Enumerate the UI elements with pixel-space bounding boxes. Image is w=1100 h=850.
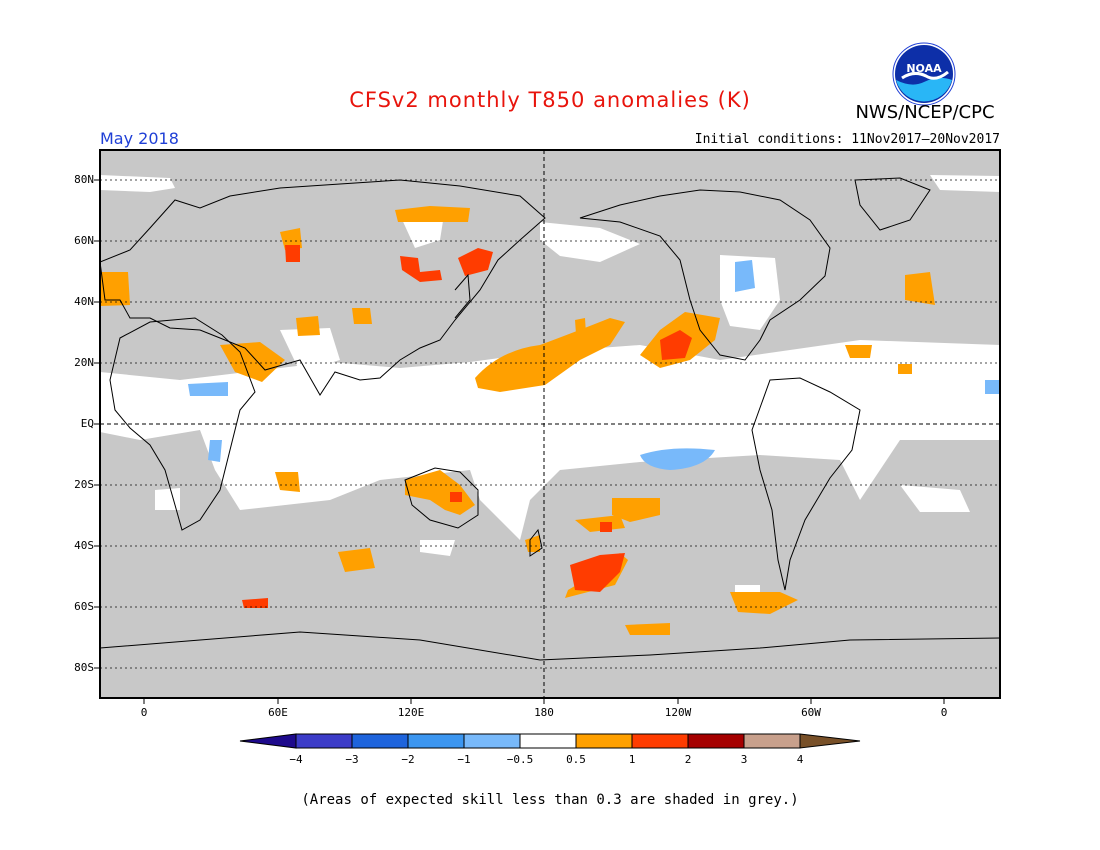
colorbar-seg-8: [687, 733, 745, 749]
colorbar-label: 2: [684, 753, 692, 766]
colorbar-label: −1: [457, 753, 471, 766]
lat-label: 40S: [74, 539, 94, 552]
colorbar: [239, 733, 861, 749]
colorbar-seg-6: [575, 733, 633, 749]
lon-label: 60E: [268, 706, 288, 719]
cold-anomaly-areas: [188, 260, 1000, 470]
strong-warm-anomaly-areas: [242, 245, 692, 608]
org-label: NWS/NCEP/CPC: [855, 102, 995, 123]
lat-label: 40N: [74, 295, 94, 308]
lon-label: 60W: [801, 706, 821, 719]
graticule: [100, 179, 1000, 669]
colorbar-label: 4: [796, 753, 804, 766]
colorbar-seg-1: [295, 733, 353, 749]
lat-label: 80N: [74, 173, 94, 186]
lat-label: 20N: [74, 356, 94, 369]
lon-label: 0: [140, 706, 148, 719]
colorbar-seg-4: [463, 733, 521, 749]
colorbar-label: −2: [401, 753, 415, 766]
chart-title: CFSv2 monthly T850 anomalies (K): [349, 88, 751, 112]
noaa-logo: NOAA: [892, 42, 956, 106]
forecast-month: May 2018: [100, 129, 179, 148]
colorbar-seg-3: [407, 733, 465, 749]
lat-label: 20S: [74, 478, 94, 491]
coastlines: [100, 177, 1000, 661]
colorbar-seg-2: [351, 733, 409, 749]
axis-ticks: [94, 179, 945, 704]
colorbar-seg-5: [519, 733, 577, 749]
colorbar-seg-10: [799, 733, 861, 749]
lon-label: 120E: [397, 706, 425, 719]
colorbar-label: 0.5: [566, 753, 586, 766]
skill-note: (Areas of expected skill less than 0.3 a…: [301, 792, 799, 808]
colorbar-label: −0.5: [506, 753, 534, 766]
lat-label: 60N: [74, 234, 94, 247]
initial-conditions: Initial conditions: 11Nov2017–20Nov2017: [694, 132, 1000, 147]
colorbar-label: −3: [345, 753, 359, 766]
lon-label: 0: [940, 706, 948, 719]
colorbar-seg-9: [743, 733, 801, 749]
colorbar-seg-0: [239, 733, 297, 749]
lon-label: 120W: [664, 706, 692, 719]
colorbar-label: 3: [740, 753, 748, 766]
logo-text: NOAA: [906, 62, 942, 75]
lat-label: EQ: [80, 417, 94, 430]
colorbar-seg-7: [631, 733, 689, 749]
colorbar-label: 1: [628, 753, 636, 766]
lat-label: 80S: [74, 661, 94, 674]
colorbar-label: −4: [289, 753, 303, 766]
lon-label: 180: [534, 706, 554, 719]
lat-label: 60S: [74, 600, 94, 613]
